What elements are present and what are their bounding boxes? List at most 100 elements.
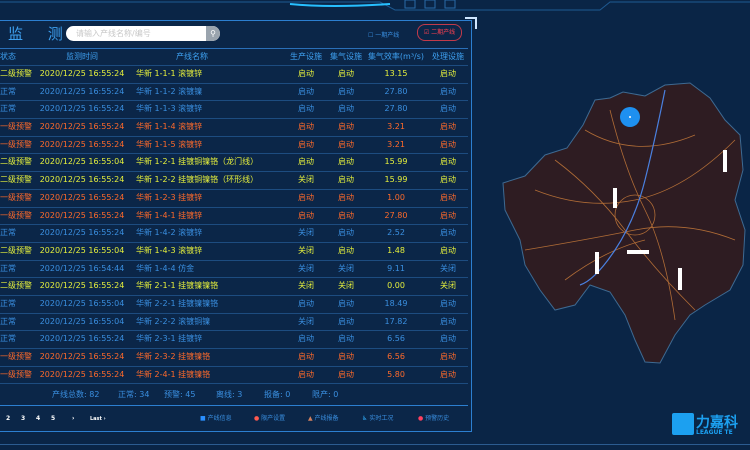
cell-time: 2020/12/25 16:55:04: [39, 316, 125, 326]
search-input[interactable]: 请输入产线名称/编号 ⚲: [66, 26, 220, 41]
cell-treat: 启动: [440, 316, 456, 326]
region-map[interactable]: [495, 80, 750, 370]
cell-treat: 启动: [440, 86, 456, 96]
cell-name: 华新 1-4-1 挂镀锌: [136, 210, 203, 220]
cell-time: 2020/12/25 16:55:24: [39, 369, 125, 379]
cell-gas: 关闭: [338, 263, 354, 273]
map-labels: [595, 150, 727, 290]
table-row[interactable]: 一级预警 2020/12/25 16:55:24 华新 1-4-1 挂镀锌 启动 启动 2…: [0, 206, 468, 225]
table-row[interactable]: 一级预警 2020/12/25 16:55:24 华新 2-4-1 挂镀镍铬 启动 启动…: [0, 365, 468, 384]
table-row[interactable]: 正常 2020/12/25 16:55:24 华新 1-1-3 滚镀锌 启动 启动 27.…: [0, 100, 468, 118]
table-row[interactable]: 正常 2020/12/25 16:55:04 华新 2-2-2 滚镀铜镍 关闭 启动 17…: [0, 312, 468, 331]
page-3[interactable]: 3: [21, 415, 26, 422]
cell-gas: 启动: [338, 104, 354, 114]
table-row[interactable]: 一级预警 2020/12/25 16:55:24 华新 1-1-4 滚镀锌 启动 启动 3…: [0, 118, 468, 136]
table-row[interactable]: 二级预警 2020/12/25 16:55:24 华新 1-1-1 滚镀锌 启动 启动 1…: [0, 65, 468, 83]
phase2-checkbox[interactable]: ☑ 二期产线: [417, 24, 462, 41]
table-row[interactable]: 正常 2020/12/25 16:55:24 华新 2-3-1 挂镀锌 启动 启动 6.5…: [0, 330, 468, 348]
cell-gas: 启动: [338, 86, 354, 96]
cell-eff: 15.99: [384, 157, 408, 167]
page-4[interactable]: 4: [36, 415, 41, 422]
cell-name: 华新 2-3-2 挂镀镍铬: [136, 352, 211, 361]
table-row[interactable]: 正常 2020/12/25 16:55:24 华新 1-1-2 滚镀镍 启动 启动 27.…: [0, 82, 468, 101]
cell-prod: 关闭: [298, 245, 314, 255]
table-row[interactable]: 一级预警 2020/12/25 16:55:24 华新 1-1-5 滚镀锌 启动 启动 3…: [0, 135, 468, 154]
cell-status: 一级预警: [0, 122, 32, 132]
action-label: 实时工况: [369, 415, 394, 422]
action-label: 产线信息: [207, 415, 232, 422]
cell-treat: 启动: [440, 228, 456, 238]
summary-report: 报备: 0: [264, 390, 291, 399]
page-last[interactable]: Last ›: [90, 416, 106, 422]
cell-treat: 关闭: [440, 263, 456, 273]
cell-time: 2020/12/25 16:55:04: [39, 298, 125, 308]
action-report[interactable]: ▲ 产线报备: [308, 406, 339, 432]
cell-treat: 启动: [440, 334, 456, 344]
cell-prod: 启动: [298, 104, 314, 114]
cell-status: 一级预警: [0, 352, 32, 361]
monitor-panel: 监 测 请输入产线名称/编号 ⚲ ☐ 一期产线 ☑ 二期产线 状态 监测时间 产…: [0, 17, 477, 432]
cell-status: 正常: [0, 228, 16, 238]
cell-status: 一级预警: [0, 139, 32, 149]
table-row[interactable]: 正常 2020/12/25 16:55:24 华新 1-4-2 滚镀锌 关闭 启动 2.5…: [0, 224, 468, 242]
table-row[interactable]: 一级预警 2020/12/25 16:55:24 华新 2-3-2 挂镀镍铬 启动 启动…: [0, 348, 468, 366]
action-label: 限产设置: [261, 415, 286, 422]
cell-treat: 启动: [440, 175, 456, 185]
table-row[interactable]: 正常 2020/12/25 16:54:44 华新 1-4-4 仿金 关闭 关闭 9.11…: [0, 259, 468, 278]
table-row[interactable]: 二级预警 2020/12/25 16:55:04 华新 1-4-3 滚镀锌 关闭 启动 1…: [0, 241, 468, 260]
cell-status: 二级预警: [0, 69, 32, 78]
page-5[interactable]: 5: [51, 415, 56, 422]
cell-prod: 启动: [298, 369, 314, 379]
cell-eff: 27.80: [384, 86, 408, 96]
cell-name: 华新 1-4-4 仿金: [136, 263, 195, 273]
cell-gas: 启动: [338, 334, 354, 344]
cell-gas: 启动: [338, 228, 354, 238]
info-icon: ■: [200, 415, 206, 422]
table-row[interactable]: 二级预警 2020/12/25 16:55:04 华新 1-2-1 挂镀铜镍铬（龙门…: [0, 153, 468, 171]
cell-eff: 3.21: [387, 122, 405, 132]
table-row[interactable]: 二级预警 2020/12/25 16:55:24 华新 2-1-1 挂镀镍镍铬 关闭 关…: [0, 277, 468, 295]
cell-time: 2020/12/25 16:55:24: [39, 104, 125, 114]
cell-treat: 启动: [440, 139, 456, 149]
cell-eff: 27.80: [384, 104, 408, 114]
action-realtime[interactable]: ♿ 实时工况: [362, 406, 393, 432]
cell-gas: 启动: [338, 122, 354, 132]
cell-gas: 启动: [338, 69, 354, 78]
road-network: [524, 109, 736, 321]
cell-prod: 关闭: [298, 281, 314, 291]
phase1-checkbox[interactable]: ☐ 一期产线: [368, 32, 400, 39]
table-row[interactable]: 一级预警 2020/12/25 16:55:24 华新 1-2-3 挂镀锌 启动 启动 1…: [0, 188, 468, 207]
action-history[interactable]: ● 预警历史: [418, 406, 449, 432]
phase1-label: 一期产线: [375, 32, 400, 39]
cell-gas: 关闭: [338, 281, 354, 291]
action-info[interactable]: ■ 产线信息: [200, 406, 232, 432]
cell-status: 正常: [0, 86, 16, 96]
cell-prod: 启动: [298, 210, 314, 220]
cell-name: 华新 2-2-1 挂镀镍镍铬: [136, 298, 219, 308]
search-icon[interactable]: ⚲: [206, 26, 220, 41]
cell-status: 一级预警: [0, 192, 32, 202]
cell-time: 2020/12/25 16:55:24: [39, 139, 125, 149]
cell-name: 华新 1-2-2 挂镀铜镍铬（环形线）: [136, 175, 259, 185]
table-row[interactable]: 二级预警 2020/12/25 16:55:24 华新 1-2-2 挂镀铜镍铬（环形…: [0, 171, 468, 189]
cell-time: 2020/12/25 16:55:24: [39, 192, 125, 202]
action-label: 产线报备: [314, 415, 339, 422]
summary-warning: 预警: 45: [164, 390, 196, 399]
table-row[interactable]: 正常 2020/12/25 16:55:04 华新 2-2-1 挂镀镍镍铬 启动 启动 1…: [0, 294, 468, 313]
col-treat: 处理设施: [432, 52, 464, 61]
search-placeholder: 请输入产线名称/编号: [76, 29, 151, 38]
cell-eff: 3.21: [387, 139, 405, 149]
page-2[interactable]: 2: [6, 415, 11, 422]
region-shape: [502, 82, 746, 364]
cell-name: 华新 1-1-5 滚镀锌: [136, 139, 203, 149]
action-limit[interactable]: ● 限产设置: [254, 406, 285, 432]
cell-status: 正常: [0, 298, 16, 308]
cell-name: 华新 1-4-3 滚镀锌: [136, 245, 203, 255]
cell-treat: 启动: [440, 352, 456, 361]
cell-status: 二级预警: [0, 175, 32, 185]
cell-time: 2020/12/25 16:55:24: [39, 281, 125, 291]
page-next[interactable]: ›: [72, 415, 75, 422]
corner-decoration: [465, 17, 477, 29]
col-prod: 生产设施: [290, 52, 322, 61]
company-logo: 力嘉科 LEAGUE TE: [672, 412, 750, 438]
